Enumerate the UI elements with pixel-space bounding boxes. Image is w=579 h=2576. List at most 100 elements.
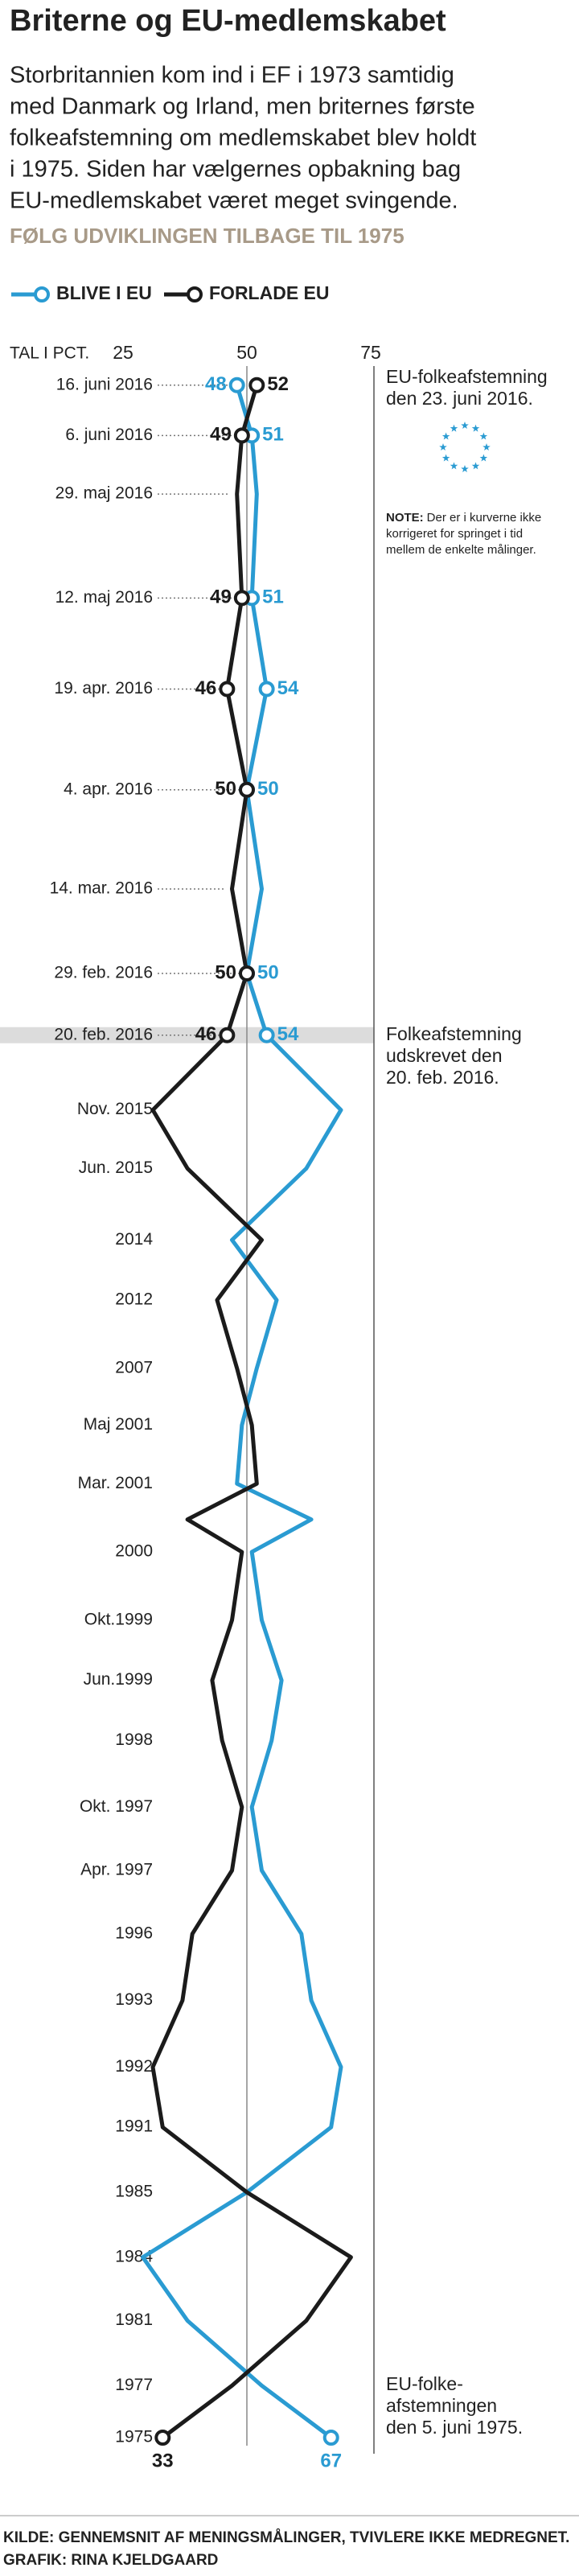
note: NOTE: Der er i kurverne ikke [386,511,541,525]
category-label: Jun.1999 [84,1670,153,1689]
footer: KILDE: GENNEMSNIT AF MENINGSMÅLINGER, TV… [3,2529,569,2546]
value-label: 48 [205,373,227,395]
value-label: 50 [215,961,236,983]
category-label: 2000 [115,1542,153,1561]
category-label: Apr. 1997 [80,1861,153,1879]
value-label: 67 [320,2450,342,2471]
legend-label: BLIVE I EU [56,282,152,303]
eu-star [441,432,450,440]
intro-line: med Danmark og Irland, men briternes før… [10,94,475,120]
value-label: 51 [262,586,284,608]
category-label: Jun. 2015 [79,1158,153,1177]
value-label: 49 [210,586,232,608]
eu-star [471,462,480,470]
category-label: 1977 [115,2376,153,2394]
x-tick-label: 50 [236,342,257,363]
category-label: 1992 [115,2057,153,2076]
value-label: 50 [215,778,236,800]
footer: GRAFIK: RINA KJELDGAARD [3,2552,218,2569]
category-label: 4. apr. 2016 [64,780,153,798]
category-label: Mar. 2001 [78,1474,153,1492]
category-label: 29. maj 2016 [55,484,153,503]
category-label: 1981 [115,2311,153,2329]
eu-star [461,422,469,429]
point-marker [233,427,250,444]
subtitle: FØLG UDVIKLINGEN TILBAGE TIL 1975 [10,224,404,248]
value-label: 33 [152,2450,174,2471]
intro-line: EU-medlemskabet været meget svingende. [10,188,458,214]
eu-star [479,454,488,462]
category-label: 12. maj 2016 [55,588,153,607]
value-label: 54 [277,677,299,699]
category-label: 2007 [115,1358,153,1376]
value-label: 51 [262,424,284,446]
value-label: 49 [210,424,232,446]
category-label: 6. juni 2016 [65,426,153,444]
series-line [150,384,353,2440]
category-label: 1991 [115,2117,153,2136]
point-marker [258,1027,275,1043]
legend-swatch-marker [187,286,203,302]
intro-line: Storbritannien kom ind i EF i 1973 samti… [10,63,454,88]
value-label: 50 [257,961,279,983]
annotation: afstemningen [386,2395,497,2416]
x-tick-label: 25 [113,342,133,363]
category-label: 2014 [115,1230,153,1249]
annotation: den 23. juni 2016. [386,388,533,409]
point-marker [322,2430,339,2446]
legend-swatch-marker [34,286,50,302]
intro-line: i 1975. Siden har vælgernes opbakning ba… [10,157,461,183]
value-label: 52 [267,373,289,395]
value-label: 46 [195,677,217,699]
title: Briterne og EU-medlemskabet [10,4,446,38]
category-label: 1975 [115,2428,153,2446]
note: mellem de enkelte målinger. [386,543,536,557]
annotation: EU-folkeafstemning [386,366,548,387]
intro-line: folkeafstemning om medlemskabet blev hol… [10,126,476,151]
eu-star [461,465,469,472]
category-label: Okt.1999 [84,1610,153,1628]
note-label: NOTE: [386,511,424,525]
annotation: Folkeafstemning [386,1023,522,1044]
point-marker [258,681,275,697]
point-marker [233,590,250,607]
category-label: 19. apr. 2016 [54,679,153,697]
category-label: Okt. 1997 [80,1797,153,1816]
point-marker [239,781,255,798]
eu-star [439,443,447,451]
point-marker [248,377,265,393]
eu-star [471,424,480,432]
category-label: 2012 [115,1290,153,1309]
value-label: 46 [195,1023,217,1045]
category-label: 29. feb. 2016 [54,964,153,982]
eu-star [441,454,450,462]
note-text: Der er i kurverne ikke [427,511,542,525]
eu-star [479,432,488,440]
category-label: 14. mar. 2016 [50,879,153,897]
annotation: den 5. juni 1975. [386,2417,523,2438]
eu-star [482,443,491,451]
category-label: 16. juni 2016 [56,375,153,393]
annotation: 20. feb. 2016. [386,1067,499,1088]
annotation: EU-folke- [386,2373,463,2394]
point-marker [239,965,255,981]
note: korrigeret for springet i tid [386,527,523,541]
point-marker [154,2430,171,2446]
category-label: Maj 2001 [84,1415,153,1434]
eu-star [450,424,458,432]
category-label: 1993 [115,1990,153,2009]
point-marker [228,377,245,393]
category-label: 1985 [115,2183,153,2201]
legend-label: FORLADE EU [209,282,330,303]
category-label: 1996 [115,1924,153,1942]
x-axis-label: TAL I PCT. [10,344,89,363]
category-label: Nov. 2015 [77,1100,153,1118]
value-label: 50 [257,778,279,800]
category-label: 1998 [115,1730,153,1749]
eu-star [450,462,458,470]
series-line [141,384,343,2440]
x-tick-label: 75 [360,342,381,363]
annotation: udskrevet den [386,1045,502,1066]
category-label: 20. feb. 2016 [54,1025,153,1043]
